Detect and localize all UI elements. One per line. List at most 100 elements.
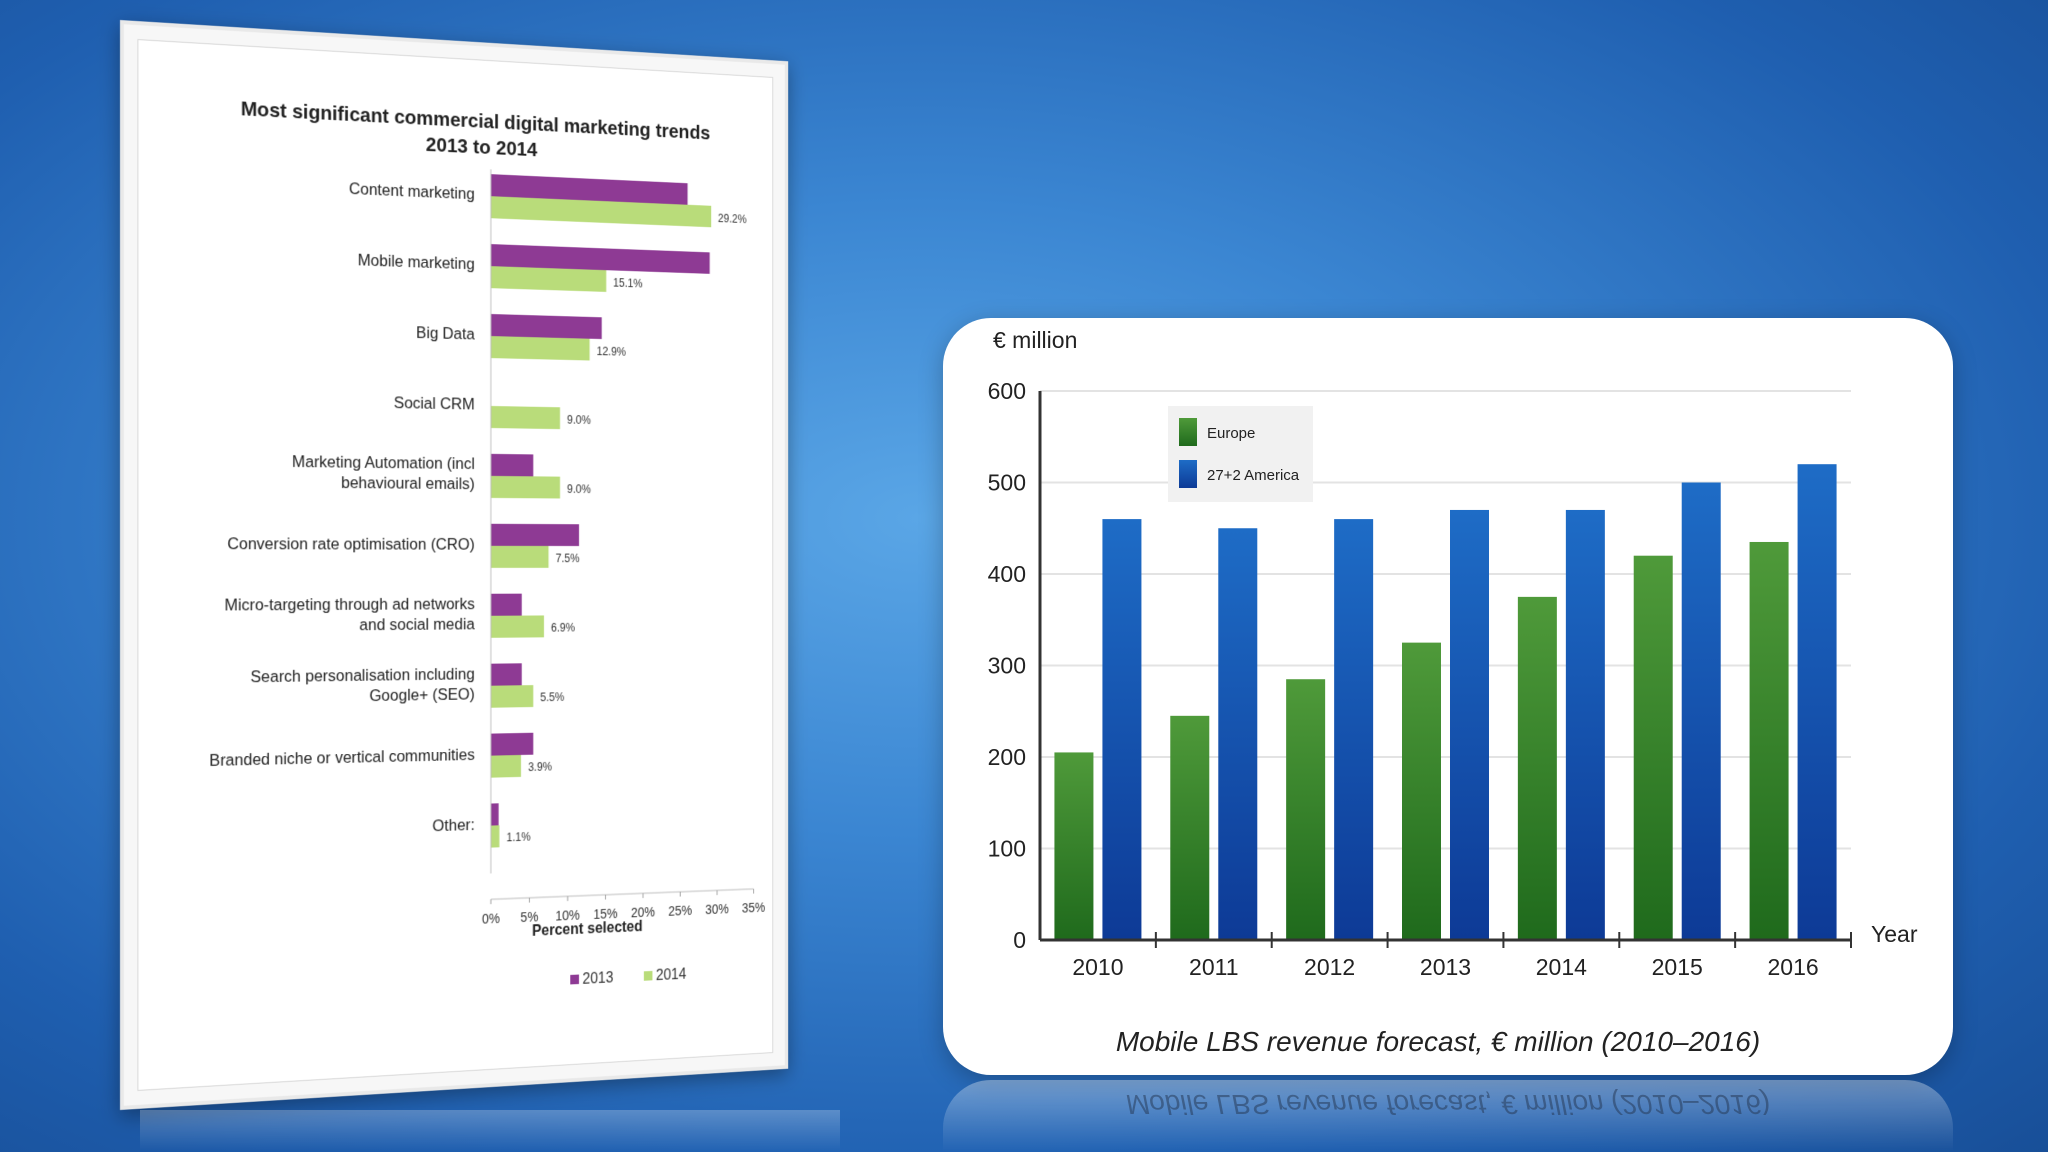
right-bar-america	[1565, 509, 1605, 940]
right-y-tick-label: 300	[988, 653, 1026, 679]
right-bar-europe	[1749, 541, 1789, 940]
left-data-label: 12.9%	[597, 344, 627, 358]
right-reflection-title: Mobile LBS revenue forecast, € million (…	[1125, 1089, 1771, 1120]
left-category-label: Marketing Automation (incl	[292, 453, 475, 474]
left-x-tick-label: 5%	[520, 910, 538, 925]
right-y-tick-label: 200	[988, 744, 1026, 770]
left-data-label: 15.1%	[613, 276, 643, 290]
left-data-label: 1.1%	[506, 830, 531, 844]
right-y-axis-label: € million	[993, 327, 1077, 353]
right-bar-europe	[1286, 679, 1326, 940]
left-category-label: Big Data	[416, 323, 475, 343]
right-x-tick-label: 2010	[1072, 954, 1123, 980]
right-y-tick-label: 0	[1013, 927, 1026, 953]
left-chart-inner: Most significant commercial digital mark…	[137, 39, 774, 1091]
right-bar-europe	[1633, 555, 1673, 940]
right-bar-america	[1102, 519, 1142, 940]
left-x-tick-label: 30%	[705, 902, 729, 917]
left-x-axis-label: Percent selected	[532, 919, 643, 940]
left-legend-label: 2013	[582, 970, 613, 988]
right-chart-title: Mobile LBS revenue forecast, € million (…	[1116, 1026, 1760, 1057]
right-bar-america	[1797, 464, 1837, 940]
left-x-tick-label: 15%	[593, 906, 617, 921]
right-x-tick-label: 2016	[1767, 954, 1818, 980]
left-category-label: Content marketing	[349, 179, 475, 203]
left-bar-2013	[490, 803, 499, 826]
right-bar-europe	[1170, 715, 1210, 940]
left-category-label: Mobile marketing	[358, 250, 475, 273]
left-category-label: Google+ (SEO)	[369, 685, 475, 705]
left-bar-2013	[490, 314, 602, 340]
right-legend-swatch	[1179, 418, 1197, 446]
left-x-tick-label: 35%	[742, 900, 765, 915]
left-bar-2014	[490, 475, 561, 499]
right-x-tick-label: 2011	[1189, 954, 1238, 980]
left-bar-2013	[490, 174, 688, 205]
right-x-tick-label: 2015	[1652, 954, 1703, 980]
left-reflection	[140, 1110, 840, 1152]
right-y-tick-label: 400	[988, 561, 1026, 587]
right-bar-america	[1450, 509, 1489, 940]
right-chart-reflection: Mobile LBS revenue forecast, € million (…	[943, 1080, 1953, 1152]
left-chart-panel: Most significant commercial digital mark…	[120, 20, 789, 1110]
left-bar-2014	[490, 336, 590, 361]
right-x-tick-label: 2012	[1304, 954, 1355, 980]
left-data-label: 29.2%	[718, 212, 747, 226]
right-legend-swatch	[1179, 460, 1197, 488]
left-bar-2013	[490, 453, 534, 477]
left-x-tick-label: 25%	[668, 903, 692, 918]
left-x-tick-label: 10%	[555, 908, 579, 923]
left-x-axis-line	[491, 889, 754, 899]
right-x-tick-label: 2014	[1536, 954, 1587, 980]
right-y-tick-label: 500	[988, 470, 1026, 496]
right-y-tick-label: 600	[988, 378, 1026, 404]
left-category-label: Micro-targeting through ad networks	[225, 595, 475, 615]
right-x-tick-label: 2013	[1420, 954, 1471, 980]
right-bar-america	[1681, 482, 1721, 940]
left-bar-2014	[490, 405, 561, 430]
left-x-tick-label: 0%	[482, 911, 500, 926]
left-bar-2013	[490, 593, 522, 616]
left-bar-2013	[490, 244, 710, 274]
left-category-label: and social media	[359, 615, 475, 634]
lbs-revenue-chart: € million 0 100 200 300 400 500 600 2010 2011 201…	[988, 327, 1918, 1057]
left-bar-2014	[490, 685, 534, 708]
left-bar-2013	[490, 732, 534, 756]
right-legend-label: Europe	[1207, 425, 1255, 442]
left-bar-2014	[490, 196, 712, 228]
left-x-tick-label: 20%	[631, 905, 655, 920]
left-data-label: 3.9%	[528, 760, 552, 774]
left-legend-label: 2014	[656, 966, 687, 984]
left-data-label: 6.9%	[551, 621, 575, 635]
left-bar-2014	[490, 825, 500, 848]
left-bar-2014	[490, 545, 549, 568]
left-bar-2014	[490, 615, 544, 638]
left-bar-2014	[490, 266, 607, 292]
right-bar-europe	[1054, 752, 1094, 940]
left-category-label: behavioural emails)	[341, 474, 475, 494]
left-category-label: Branded niche or vertical communities	[209, 745, 474, 770]
right-bar-europe	[1402, 642, 1441, 940]
right-legend-label: 27+2 America	[1207, 467, 1300, 484]
right-x-axis-label: Year	[1871, 921, 1918, 947]
left-bar-2013	[490, 663, 522, 686]
left-data-label: 7.5%	[556, 552, 580, 565]
right-bar-america	[1334, 519, 1374, 940]
left-category-label: Other:	[432, 815, 474, 835]
left-legend-swatch	[643, 970, 653, 981]
right-y-tick-label: 100	[988, 836, 1026, 862]
left-bar-2013	[490, 523, 580, 547]
left-legend-swatch	[570, 974, 579, 985]
left-data-label: 9.0%	[567, 413, 591, 427]
left-bar-2014	[490, 754, 521, 778]
left-chart-subtitle: 2013 to 2014	[426, 133, 538, 161]
marketing-trends-chart: Most significant commercial digital mark…	[209, 97, 765, 988]
left-category-label: Search personalisation including	[250, 665, 474, 687]
left-data-label: 5.5%	[540, 690, 564, 704]
right-bar-europe	[1517, 596, 1557, 940]
left-category-label: Conversion rate optimisation (CRO)	[227, 534, 474, 553]
right-bar-america	[1218, 528, 1258, 940]
right-chart-panel: € million 0 100 200 300 400 500 600 2010 2011 201…	[943, 318, 1953, 1075]
left-category-label: Social CRM	[394, 393, 475, 413]
left-data-label: 9.0%	[567, 482, 591, 496]
